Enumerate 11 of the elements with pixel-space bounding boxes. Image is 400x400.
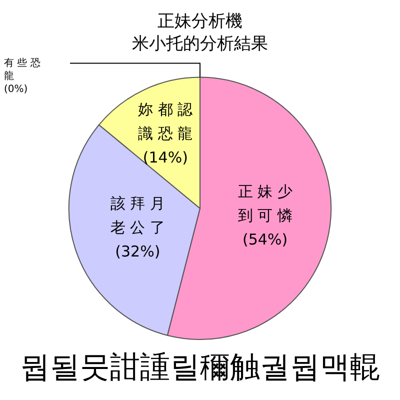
text: 뭡될뭇詌諥릴穪触궐뭡맥輥: [19, 349, 381, 387]
chart-subtitle: 米小托的分析結果: [132, 34, 268, 54]
data-label: (54%): [242, 230, 288, 249]
slice-label: 妳 都 認識 恐 龍: [138, 100, 193, 143]
chart-title: 正妹分析機: [158, 12, 242, 32]
data-label: (32%): [115, 242, 160, 261]
category-label: 有 些 恐龍: [4, 58, 40, 82]
slice-label: 正 妹 少到 可 憐: [238, 182, 292, 225]
text: (0%): [4, 84, 28, 95]
data-label: (14%): [142, 148, 188, 167]
slice-label: 該 拜 月老 公 了: [110, 194, 165, 237]
